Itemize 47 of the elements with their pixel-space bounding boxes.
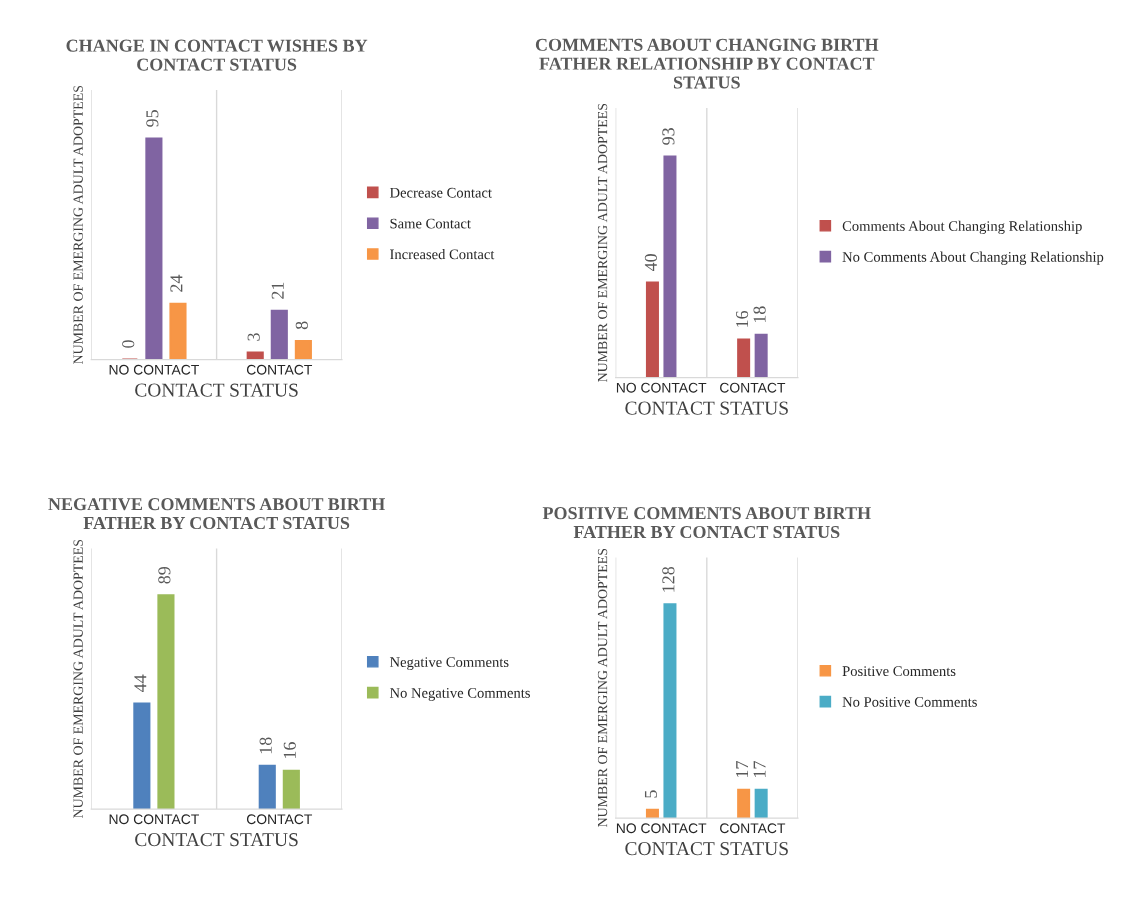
data-label: 95 bbox=[146, 110, 159, 127]
legend-label: No Comments About Changing Relationship bbox=[842, 251, 1104, 265]
legend-label: Positive Comments bbox=[842, 666, 956, 677]
chart-title: NEGATIVE COMMENTS ABOUT BIRTH FATHER BY CONTACT STATUS bbox=[48, 498, 385, 530]
data-label: 18 bbox=[753, 306, 766, 323]
x-tick-label: NO CONTACT bbox=[109, 364, 199, 375]
x-tick-label: CONTACT bbox=[246, 364, 313, 375]
y-axis-title: NUMBER OF EMERGING ADULT ADOPTEES bbox=[73, 539, 83, 819]
data-label: 24 bbox=[170, 274, 183, 292]
data-label: 128 bbox=[662, 566, 675, 592]
y-axis-title: NUMBER OF EMERGING ADULT ADOPTEES bbox=[597, 548, 608, 828]
legend-label: Decrease Contact bbox=[389, 187, 492, 198]
data-label: 17 bbox=[753, 761, 766, 778]
data-label: 3 bbox=[247, 333, 260, 341]
x-tick-label: CONTACT bbox=[720, 382, 786, 393]
x-tick-label: NO CONTACT bbox=[109, 814, 199, 825]
data-label: 0 bbox=[122, 340, 135, 348]
chart-title: CHANGE IN CONTACT WISHES BY CONTACT STATUS bbox=[66, 39, 368, 71]
data-label: 18 bbox=[259, 737, 272, 754]
x-tick-label: NO CONTACT bbox=[616, 823, 707, 834]
data-label: 44 bbox=[134, 674, 147, 692]
data-label: 16 bbox=[283, 742, 296, 758]
data-label: 16 bbox=[736, 310, 749, 327]
data-label: 21 bbox=[271, 282, 284, 299]
x-tick-label: CONTACT bbox=[246, 814, 313, 825]
x-tick-label: CONTACT bbox=[720, 823, 786, 834]
chart-title: POSITIVE COMMENTS ABOUT BIRTH FATHER BY CONTACT STATUS bbox=[542, 507, 871, 539]
x-axis-title: CONTACT STATUS bbox=[625, 842, 788, 856]
legend-label: Comments About Changing Relationship bbox=[842, 220, 1082, 234]
legend-label: Same Contact bbox=[390, 218, 471, 229]
y-axis-title: NUMBER OF EMERGING ADULT ADOPTEES bbox=[597, 103, 608, 383]
data-label: 93 bbox=[662, 128, 675, 145]
x-axis-title: CONTACT STATUS bbox=[625, 401, 788, 415]
legend-label: Increased Contact bbox=[390, 249, 495, 260]
data-label: 89 bbox=[158, 566, 171, 584]
y-axis-title: NUMBER OF EMERGING ADULT ADOPTEES bbox=[73, 85, 83, 365]
legend-label: Negative Comments bbox=[389, 657, 509, 670]
x-axis-title: CONTACT STATUS bbox=[135, 833, 298, 847]
chart-title: COMMENTS ABOUT CHANGING BIRTH FATHER RELATIONSHIP BY CONTACT STATUS bbox=[535, 38, 879, 89]
data-label: 40 bbox=[644, 254, 657, 272]
data-label: 17 bbox=[736, 761, 748, 778]
x-tick-label: NO CONTACT bbox=[616, 382, 707, 393]
data-label: 8 bbox=[295, 321, 308, 330]
x-axis-title: CONTACT STATUS bbox=[135, 383, 298, 397]
legend-label: No Positive Comments bbox=[842, 697, 977, 707]
data-label: 5 bbox=[644, 790, 657, 798]
legend-label: No Negative Comments bbox=[389, 688, 530, 701]
